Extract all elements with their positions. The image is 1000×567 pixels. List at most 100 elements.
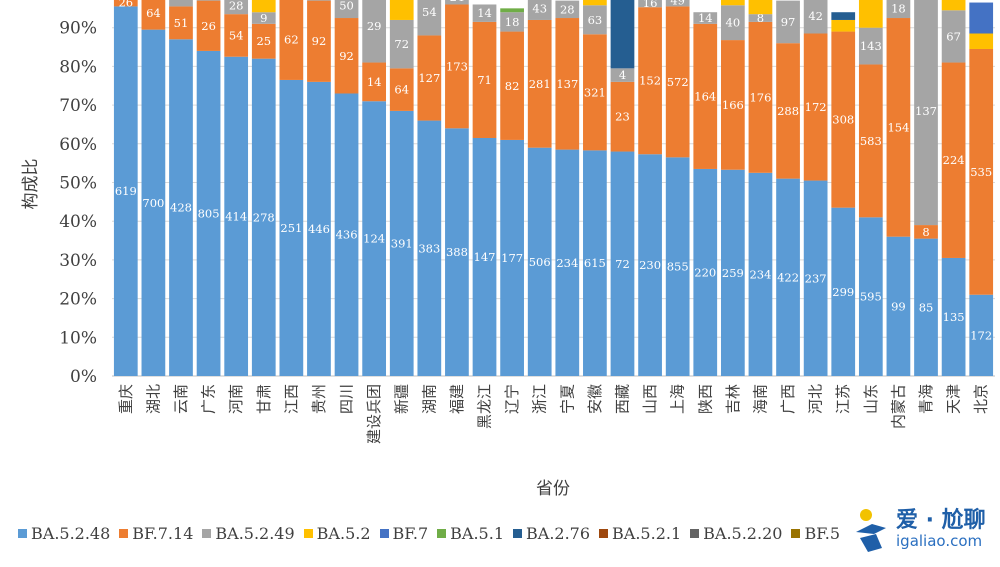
legend-swatch bbox=[202, 528, 212, 538]
bar-segment bbox=[279, 79, 304, 376]
x-category-label: 海南 bbox=[751, 384, 769, 414]
bar-segment bbox=[527, 147, 552, 376]
data-label: 234 bbox=[556, 256, 578, 270]
bar-segment bbox=[500, 31, 524, 140]
data-label: 391 bbox=[391, 236, 413, 250]
data-label: 54 bbox=[422, 5, 437, 19]
legend-swatch bbox=[599, 528, 609, 538]
legend-swatch bbox=[791, 528, 801, 538]
bar-segment bbox=[693, 12, 718, 24]
y-tick-label: 70% bbox=[59, 96, 97, 116]
data-label: 700 bbox=[142, 196, 164, 210]
bar-segment bbox=[362, 0, 387, 63]
bar-segment bbox=[279, 0, 304, 80]
data-label: 278 bbox=[253, 210, 275, 224]
data-label: 4 bbox=[619, 68, 626, 82]
bar-segment bbox=[720, 5, 745, 41]
bar-segment bbox=[610, 0, 635, 69]
y-tick-labels: 0% 10% 20% 30% 40% 50% 60% 70% 80% 90% bbox=[59, 19, 97, 387]
legend-label: BA.5.2.1 bbox=[612, 523, 682, 543]
bar-segment bbox=[583, 150, 607, 376]
bar-segment bbox=[665, 157, 690, 376]
bar-segment bbox=[113, 0, 138, 7]
data-label: 18 bbox=[505, 15, 520, 29]
x-category-label: 建设兵团 bbox=[365, 384, 383, 444]
x-category-label: 浙江 bbox=[531, 384, 549, 414]
data-label: 414 bbox=[225, 209, 247, 223]
bar-segment bbox=[169, 6, 193, 40]
x-category-label: 天津 bbox=[945, 384, 963, 414]
legend-item: BA.2.76 bbox=[513, 524, 590, 543]
y-tick-label: 0% bbox=[70, 367, 97, 387]
bar-segment bbox=[445, 128, 469, 376]
bar-segment bbox=[914, 238, 938, 376]
bar-segment bbox=[500, 12, 524, 32]
bar-segment bbox=[941, 10, 966, 63]
data-label: 42 bbox=[808, 9, 823, 23]
data-label: 230 bbox=[639, 258, 661, 272]
data-label: 26 bbox=[118, 0, 133, 10]
bar-segment bbox=[720, 169, 745, 376]
x-category-label: 福建 bbox=[448, 384, 466, 414]
legend: BA.5.2.48 BF.7.14 BA.5.2.49 BA.5.2 BF.7 BA.5.… bbox=[18, 521, 848, 545]
bar-segment bbox=[555, 18, 580, 150]
legend-label: BA.5.1 bbox=[450, 523, 504, 543]
x-category-label: 吉林 bbox=[724, 384, 742, 414]
data-label: 18 bbox=[891, 1, 906, 15]
data-label: 428 bbox=[170, 201, 192, 215]
bar-segment bbox=[389, 110, 414, 376]
y-tick-label: 20% bbox=[59, 290, 97, 310]
y-tick-label: 80% bbox=[59, 57, 97, 77]
bar-segment bbox=[803, 0, 828, 34]
x-axis-title: 省份 bbox=[536, 479, 570, 499]
data-label: 50 bbox=[339, 0, 354, 12]
data-label: 14 bbox=[698, 11, 713, 25]
legend-swatch bbox=[437, 528, 447, 538]
watermark: 爱 · 尬聊 igaliao.com bbox=[852, 500, 992, 560]
x-category-label: 西藏 bbox=[613, 384, 631, 414]
data-label: 308 bbox=[832, 113, 854, 127]
data-label: 388 bbox=[446, 245, 468, 259]
bar-segment bbox=[472, 137, 497, 376]
data-label: 14 bbox=[477, 6, 492, 20]
legend-label: BA.5.2.49 bbox=[215, 523, 295, 543]
y-tick-label: 40% bbox=[59, 212, 97, 232]
data-label: 43 bbox=[532, 1, 547, 15]
bar-segment bbox=[169, 0, 193, 7]
bar-segment bbox=[583, 0, 607, 6]
bar-segment bbox=[500, 8, 524, 13]
x-category-label: 甘肃 bbox=[255, 384, 273, 414]
bar-segment bbox=[113, 6, 138, 376]
data-label: 220 bbox=[694, 265, 716, 279]
bar-segment bbox=[555, 149, 580, 376]
data-label: 224 bbox=[943, 153, 965, 167]
legend-label: BA.5.2.20 bbox=[703, 523, 783, 543]
legend-swatch bbox=[690, 528, 700, 538]
bar-segment bbox=[831, 12, 856, 20]
bar-segment bbox=[445, 4, 469, 129]
legend-item: BA.5.2.20 bbox=[690, 524, 782, 543]
bar-segment bbox=[362, 62, 387, 102]
data-label: 82 bbox=[505, 79, 520, 93]
x-category-labels: 重庆 湖北 云南 广东 河南 甘肃 江西 贵州 四川 建设兵团 新疆 湖南 福建 黑龙江 辽宁 浙江 宁夏 安徽西… bbox=[117, 384, 990, 444]
bar-segment bbox=[334, 0, 359, 19]
bar-segment bbox=[693, 168, 718, 376]
legend-item: BA.5.1 bbox=[437, 524, 504, 543]
bar-segment bbox=[472, 4, 497, 22]
bar-segment bbox=[389, 0, 414, 20]
bar-segment bbox=[141, 0, 166, 30]
x-category-label: 新疆 bbox=[393, 384, 411, 414]
bar-segment bbox=[858, 0, 883, 28]
bars: 6192670064428518052641454282782592516264… bbox=[113, 0, 994, 377]
bar-segment bbox=[196, 50, 221, 377]
data-label: 152 bbox=[639, 74, 661, 88]
bar-segment bbox=[527, 19, 552, 148]
bar-segment bbox=[776, 43, 800, 179]
bar-segment bbox=[638, 154, 662, 376]
data-label: 176 bbox=[749, 90, 771, 104]
data-label: 234 bbox=[749, 267, 771, 281]
data-label: 40 bbox=[726, 16, 741, 30]
x-category-label: 北京 bbox=[972, 384, 990, 414]
legend-item: BF.7 bbox=[379, 524, 428, 543]
